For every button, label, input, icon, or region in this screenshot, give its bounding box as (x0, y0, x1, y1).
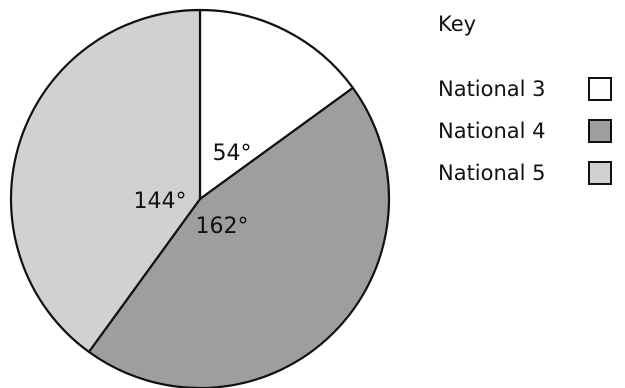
pie-chart: 54° 162° 144° (9, 8, 391, 388)
pie-slice-national-4 (87, 86, 391, 388)
pie-slice-national-5 (9, 8, 202, 354)
legend-item-national-4: National 4 (438, 110, 612, 152)
slice-angle-label: 54° (213, 141, 252, 166)
legend-item-national-5: National 5 (438, 152, 612, 194)
legend: Key National 3 National 4 National 5 (438, 10, 612, 194)
legend-item-national-3: National 3 (438, 68, 612, 110)
legend-swatch-national-3 (588, 77, 612, 101)
legend-label: National 4 (438, 119, 546, 143)
legend-label: National 5 (438, 161, 546, 185)
legend-swatch-national-5 (588, 161, 612, 185)
slice-angle-label: 144° (134, 189, 187, 214)
slice-angle-label: 162° (196, 214, 249, 239)
legend-title: Key (438, 12, 477, 36)
legend-swatch-national-4 (588, 119, 612, 143)
pie-slice-national-3 (198, 8, 355, 201)
legend-label: National 3 (438, 77, 546, 101)
